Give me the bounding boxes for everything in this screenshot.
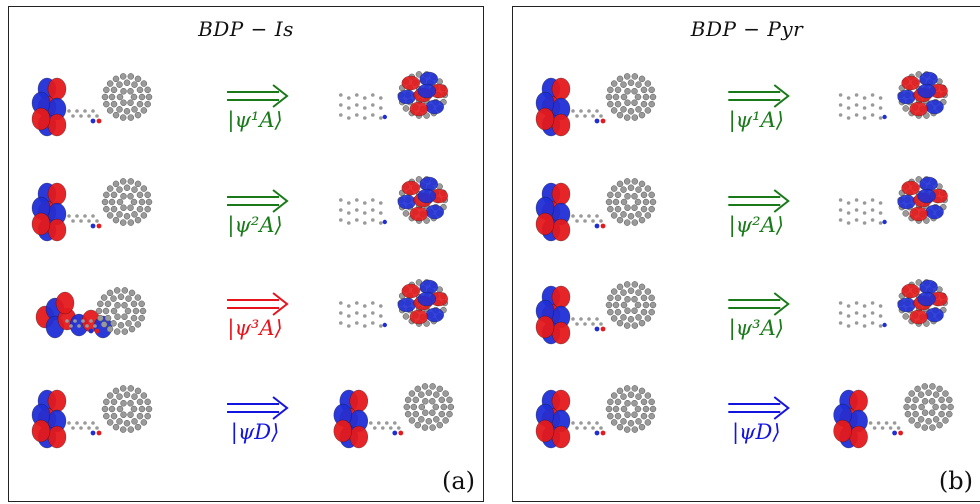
panel-bdp-pyr: BDP − Pyr |ψ¹A⟩ |ψ²A⟩ |ψ³A⟩ |ψD⟩ (b) bbox=[512, 6, 980, 502]
state-label: |ψ³A⟩ bbox=[729, 316, 784, 341]
molecule-skeleton bbox=[838, 93, 887, 120]
state-label: |ψ¹A⟩ bbox=[729, 108, 784, 133]
panel-bdp-is: BDP − Is |ψ¹A⟩ |ψ²A⟩ |ψ³A⟩ |ψD⟩ (a) bbox=[8, 6, 484, 502]
fullerene-orbital bbox=[397, 279, 449, 327]
state-label: |ψ²A⟩ bbox=[729, 213, 784, 238]
molecule-skeleton bbox=[339, 93, 387, 120]
state-label: |ψD⟩ bbox=[732, 420, 781, 445]
fullerene-orbital bbox=[897, 279, 948, 327]
bdp-molecule bbox=[535, 182, 606, 242]
fullerene-cage bbox=[605, 385, 657, 433]
double-arrow-icon bbox=[227, 292, 289, 316]
panel-title: BDP − Is bbox=[198, 17, 294, 41]
molecule-skeleton bbox=[339, 301, 387, 328]
double-arrow-icon bbox=[227, 84, 289, 108]
state-label: |ψ²A⟩ bbox=[227, 213, 282, 238]
bdp-molecule bbox=[31, 77, 102, 137]
fullerene-cage bbox=[903, 383, 954, 431]
double-arrow-icon bbox=[728, 84, 790, 108]
fullerene-cage bbox=[605, 178, 657, 226]
double-arrow-icon bbox=[227, 396, 289, 420]
fullerene-cage bbox=[605, 281, 657, 329]
molecule-skeleton bbox=[838, 198, 887, 225]
fullerene-orbital bbox=[397, 71, 449, 119]
fullerene-cage bbox=[101, 73, 153, 121]
fullerene-orbital bbox=[397, 176, 449, 224]
fullerene-orbital bbox=[897, 176, 948, 224]
bdp-molecule bbox=[535, 389, 606, 449]
double-arrow-icon bbox=[728, 189, 790, 213]
fullerene-cage bbox=[605, 73, 657, 121]
bdp-molecule bbox=[333, 389, 404, 449]
transition-row: |ψ³A⟩ bbox=[535, 279, 948, 345]
panel-title: BDP − Pyr bbox=[690, 17, 804, 41]
double-arrow-icon bbox=[227, 189, 289, 213]
bdp-molecule bbox=[535, 77, 606, 137]
fullerene-cage bbox=[101, 178, 153, 226]
double-arrow-icon bbox=[728, 292, 790, 316]
bdp-molecule bbox=[535, 285, 606, 345]
state-label: |ψ³A⟩ bbox=[227, 316, 282, 341]
double-arrow-icon bbox=[728, 396, 790, 420]
bdp-molecule bbox=[35, 291, 113, 339]
transition-row: |ψ²A⟩ bbox=[31, 176, 449, 242]
panel-label: (a) bbox=[441, 467, 475, 495]
molecule-skeleton bbox=[838, 301, 887, 328]
bdp-molecule bbox=[833, 389, 903, 449]
panel-label: (b) bbox=[938, 467, 973, 495]
fullerene-orbital bbox=[897, 71, 948, 119]
transition-row: |ψD⟩ bbox=[535, 383, 954, 449]
bdp-molecule bbox=[31, 182, 102, 242]
state-label: |ψD⟩ bbox=[231, 420, 280, 445]
molecule-skeleton bbox=[339, 198, 387, 225]
fullerene-cage bbox=[95, 287, 147, 335]
transition-row: |ψ²A⟩ bbox=[535, 176, 948, 242]
bdp-molecule bbox=[31, 389, 102, 449]
fullerene-cage bbox=[101, 385, 153, 433]
transition-row: |ψ³A⟩ bbox=[35, 279, 449, 341]
state-label: |ψ¹A⟩ bbox=[227, 108, 282, 133]
transition-row: |ψD⟩ bbox=[31, 383, 455, 449]
transition-row: |ψ¹A⟩ bbox=[31, 71, 449, 137]
fullerene-cage bbox=[403, 383, 455, 431]
transition-row: |ψ¹A⟩ bbox=[535, 71, 948, 137]
